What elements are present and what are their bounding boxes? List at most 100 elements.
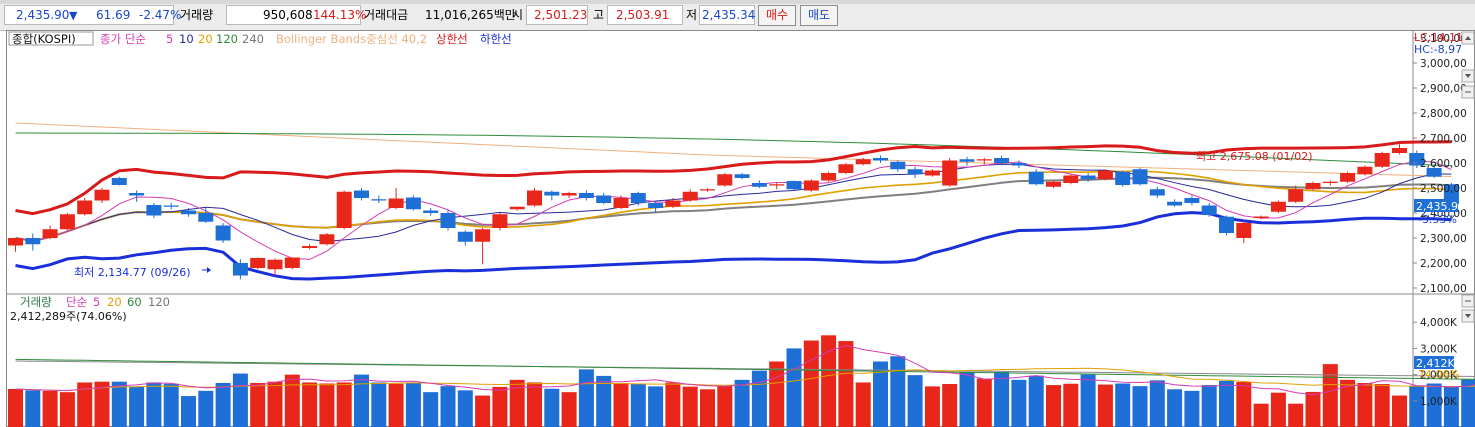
sell-button[interactable]: 매도 — [800, 5, 838, 26]
candle-body — [1011, 163, 1027, 166]
ma120-legend: 120 — [216, 32, 238, 46]
candle-body — [8, 238, 23, 246]
volume-bar — [1461, 379, 1475, 427]
candle-body — [492, 214, 508, 228]
price-panel-resize[interactable] — [1461, 85, 1475, 99]
volume-bar — [25, 390, 41, 427]
quote-summary-box — [4, 5, 174, 25]
volume-bar — [682, 386, 698, 427]
toolbar-top-strip — [0, 0, 1475, 4]
volume-bar — [129, 386, 145, 427]
volume-bar — [1236, 381, 1252, 427]
candle-body — [527, 190, 542, 206]
candle-body — [1063, 175, 1079, 183]
arrow-right-icon — [207, 267, 211, 273]
candle-body — [561, 193, 577, 196]
ma10-line — [15, 163, 1452, 242]
quote-toolbar: 2,435.90 ▼ 61.69 -2.47% 거래량 950,608 144.… — [0, 0, 1475, 31]
price-tick-label: 2,700,00 — [1420, 133, 1467, 145]
volume-bar — [1426, 383, 1442, 427]
volume-ratio: 144.13% — [313, 8, 367, 22]
volume-bar — [94, 381, 110, 427]
price-scroll-up[interactable] — [1461, 31, 1475, 45]
candle-body — [769, 184, 785, 186]
volume-bar — [838, 341, 854, 427]
candle-body — [873, 158, 888, 161]
volume-bar — [336, 382, 352, 427]
candle-body — [648, 203, 664, 208]
volume-bar — [561, 392, 577, 427]
candle-body — [1426, 168, 1442, 177]
symbol-name-box[interactable] — [8, 31, 94, 46]
candle-body — [942, 160, 958, 186]
volume-bar — [907, 375, 923, 427]
volume-bar — [232, 373, 248, 427]
candle-body — [838, 164, 854, 173]
volume-value-note: 2,412,289주(74.06%) — [10, 310, 127, 323]
price-scroll-down[interactable] — [1461, 69, 1475, 83]
volume-bar — [1443, 386, 1459, 427]
price-tick-label: 2,100,00 — [1420, 283, 1467, 295]
volume-bar — [1028, 375, 1044, 427]
candle-body — [198, 213, 214, 222]
candle-body — [232, 263, 248, 276]
upper-band-line — [15, 140, 1452, 216]
price-tick-label: 2,300,00 — [1420, 233, 1467, 245]
volume-scroll-down[interactable] — [1461, 309, 1475, 323]
candle-body — [163, 205, 179, 207]
candle-body — [475, 229, 491, 242]
volume-bar — [1374, 384, 1390, 427]
price-change: 61.69 — [96, 8, 131, 22]
price-tick-label: 2,800,00 — [1420, 108, 1467, 120]
volume-tick-label: 4,000K — [1420, 317, 1458, 329]
chevron-up-icon — [1465, 36, 1471, 40]
volume-bar — [267, 381, 283, 427]
volume-bar — [734, 379, 750, 427]
volume-bar — [700, 389, 715, 427]
candle-body — [42, 229, 58, 238]
volume-bar — [786, 348, 802, 427]
candle-body — [803, 180, 819, 191]
volume-bar — [371, 382, 387, 427]
candle-body — [734, 174, 750, 178]
candle-body — [924, 170, 940, 176]
buy-button[interactable]: 매수 — [758, 5, 796, 26]
open-box — [526, 5, 588, 25]
candle-body — [509, 206, 525, 210]
symbol-name[interactable]: 종합(KOSPI) — [12, 32, 76, 46]
candle-body — [267, 259, 283, 270]
volume-bar — [250, 382, 266, 427]
vol-ma5-legend: 5 — [93, 295, 100, 309]
volume-bar — [388, 383, 404, 427]
vol-ma60-legend: 60 — [127, 295, 142, 309]
volume-tick-label: 2,000K — [1420, 370, 1458, 382]
candle-body — [596, 195, 612, 203]
volume-bar — [198, 390, 214, 427]
candle-body — [405, 197, 421, 210]
volume-panel-name: 거래량 — [20, 295, 52, 309]
candle-body — [77, 200, 93, 215]
low-label: 저 — [686, 8, 698, 22]
volume-bar — [1149, 380, 1165, 427]
price-tick-label: 3,000,00 — [1420, 58, 1467, 70]
candle-body — [1357, 166, 1373, 175]
candle-body — [630, 193, 646, 203]
candle-body — [665, 200, 681, 207]
volume-bar — [8, 389, 23, 427]
candle-body — [959, 159, 975, 162]
candle-body — [1028, 171, 1044, 185]
vol-ma20-line — [15, 367, 1475, 392]
candle-body — [388, 198, 404, 208]
period-low-note: 최저 2,134.77 (09/26) — [74, 266, 191, 279]
volume-bar — [1305, 391, 1321, 427]
volume-bar — [146, 382, 162, 427]
candle-body — [1115, 171, 1131, 185]
volume-bar — [1046, 385, 1061, 427]
candle-body — [423, 210, 439, 213]
candle-body — [890, 161, 906, 170]
volume-panel-resize[interactable] — [1461, 294, 1475, 308]
volume-bar — [976, 378, 992, 427]
vol-ma120-legend: 120 — [148, 295, 170, 309]
candle-body — [181, 210, 196, 215]
vol-ma120-line — [15, 360, 1475, 377]
